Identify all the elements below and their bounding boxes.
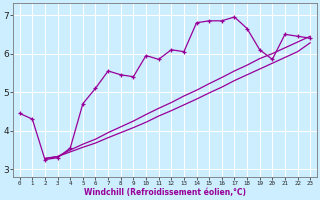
X-axis label: Windchill (Refroidissement éolien,°C): Windchill (Refroidissement éolien,°C) [84,188,246,197]
